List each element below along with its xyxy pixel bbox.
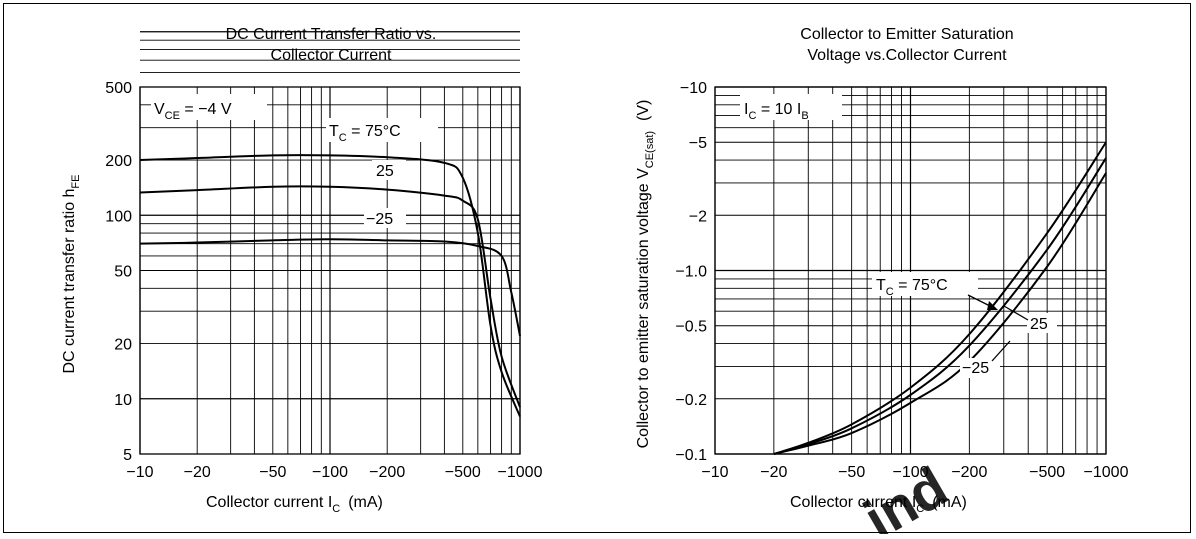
chart-hfe-y-tick-label: 5	[123, 447, 132, 464]
chart-vcesat-x-tick-label: −50	[838, 464, 865, 481]
chart-vcesat-legend-box	[872, 272, 978, 296]
chart-vcesat-y-tick-label: −5	[689, 135, 707, 152]
chart-vcesat-x-tick-label: −100	[892, 464, 928, 481]
chart-vcesat-grid	[714, 86, 1107, 455]
figure-frame: DC Current Transfer Ratio vs. Collector …	[3, 3, 1191, 539]
chart-hfe-series	[139, 154, 521, 417]
chart-hfe-label-25-box	[372, 160, 406, 180]
chart-vcesat-title-line1: Collector to Emitter Saturation	[800, 26, 1013, 43]
chart-hfe-legend-box	[326, 118, 438, 142]
chart-hfe-title-line1: DC Current Transfer Ratio vs.	[226, 26, 437, 43]
chart-hfe-plot-frame	[139, 86, 521, 455]
chart-vcesat-x-tick-label: −10	[701, 464, 728, 481]
chart-vcesat-y-ticks: −0.1 −0.2 −0.5 −1.0 −2 −5 −10	[675, 80, 707, 464]
chart-vcesat-y-tick-label: −2	[689, 208, 707, 225]
chart-hfe-grid	[139, 31, 521, 455]
chart-vcesat-label-25: 25	[1030, 316, 1048, 333]
chart-vcesat-y-tick-label: −1.0	[675, 264, 707, 281]
chart-vcesat: Collector to Emitter Saturation Voltage …	[635, 26, 1129, 515]
chart-hfe-y-tick-label: 500	[105, 80, 132, 97]
chart-vcesat-y-tick-label: −0.5	[675, 319, 707, 336]
chart-vcesat-label-m25: −25	[962, 360, 989, 377]
chart-hfe-label-25: 25	[376, 163, 394, 180]
chart-hfe-x-tick-label: −200	[369, 464, 405, 481]
chart-hfe-label-m25-box	[364, 208, 406, 228]
chart-hfe-x-ticks: −10 −20 −50 −100 −200 −500 −1000	[126, 464, 542, 481]
chart-hfe-x-tick-label: −500	[445, 464, 481, 481]
figure-svg: DC Current Transfer Ratio vs. Collector …	[61, 26, 1129, 539]
chart-vcesat-x-tick-label: −500	[1029, 464, 1065, 481]
chart-vcesat-y-tick-label: −0.2	[675, 392, 707, 409]
chart-vcesat-y-tick-label: −10	[680, 80, 707, 97]
chart-vcesat-series-line-0	[773, 141, 1107, 455]
chart-vcesat-series-line-1	[773, 157, 1107, 455]
chart-hfe-y-label: DC current transfer ratio hFE	[61, 174, 82, 373]
chart-hfe-y-tick-label: 50	[114, 264, 132, 281]
watermark: ind	[853, 454, 957, 534]
chart-vcesat-legend-75: TC = 75°C	[876, 277, 948, 298]
chart-hfe-x-tick-label: −50	[259, 464, 286, 481]
chart-hfe-x-tick-label: −100	[312, 464, 348, 481]
chart-hfe-series-line-1	[139, 185, 521, 408]
chart-hfe-series-line-2	[139, 238, 521, 337]
chart-vcesat-y-label: Collector to emitter saturation voltage …	[635, 100, 656, 449]
chart-vcesat-x-tick-label: −20	[760, 464, 787, 481]
chart-vcesat-series	[773, 141, 1107, 455]
chart-hfe-legend-75: TC = 75°C	[329, 123, 401, 144]
chart-vcesat-plot-frame	[714, 86, 1107, 455]
chart-hfe: DC Current Transfer Ratio vs. Collector …	[61, 26, 543, 515]
chart-hfe-y-tick-label: 100	[105, 208, 132, 225]
chart-vcesat-title-line2: Voltage vs.Collector Current	[807, 47, 1007, 64]
chart-hfe-condition: VCE = −4 V	[154, 101, 232, 122]
chart-vcesat-x-tick-label: −200	[951, 464, 987, 481]
chart-vcesat-leader-m25	[991, 340, 1011, 362]
chart-hfe-y-tick-label: 20	[114, 337, 132, 354]
chart-vcesat-arrow-icon	[987, 301, 998, 310]
chart-vcesat-y-tick-label: −0.1	[675, 447, 707, 464]
chart-vcesat-series-line-2	[773, 172, 1107, 455]
chart-hfe-series-line-0	[139, 154, 521, 417]
chart-vcesat-x-ticks: −10 −20 −50 −100 −200 −500 −1000	[701, 464, 1128, 481]
chart-hfe-label-m25: −25	[366, 211, 393, 228]
chart-vcesat-label-25-box	[1027, 313, 1057, 333]
chart-hfe-x-label: Collector current IC (mA)	[206, 494, 383, 515]
chart-vcesat-x-tick-label: −1000	[1084, 464, 1129, 481]
chart-vcesat-leader-25	[1003, 305, 1029, 321]
chart-hfe-y-ticks: 5 10 20 50 100 200 500	[105, 80, 132, 464]
chart-vcesat-condition: IC = 10 IB	[744, 101, 809, 122]
chart-hfe-x-tick-label: −1000	[498, 464, 543, 481]
chart-hfe-condition-box	[151, 94, 267, 120]
chart-hfe-x-tick-label: −20	[184, 464, 211, 481]
chart-vcesat-condition-box	[740, 94, 842, 120]
chart-vcesat-label-m25-box	[960, 358, 1000, 378]
chart-hfe-y-tick-label: 10	[114, 392, 132, 409]
chart-hfe-x-tick-label: −10	[126, 464, 153, 481]
chart-vcesat-x-label: Collector current IC (mA)	[790, 494, 967, 515]
chart-hfe-y-tick-label: 200	[105, 153, 132, 170]
